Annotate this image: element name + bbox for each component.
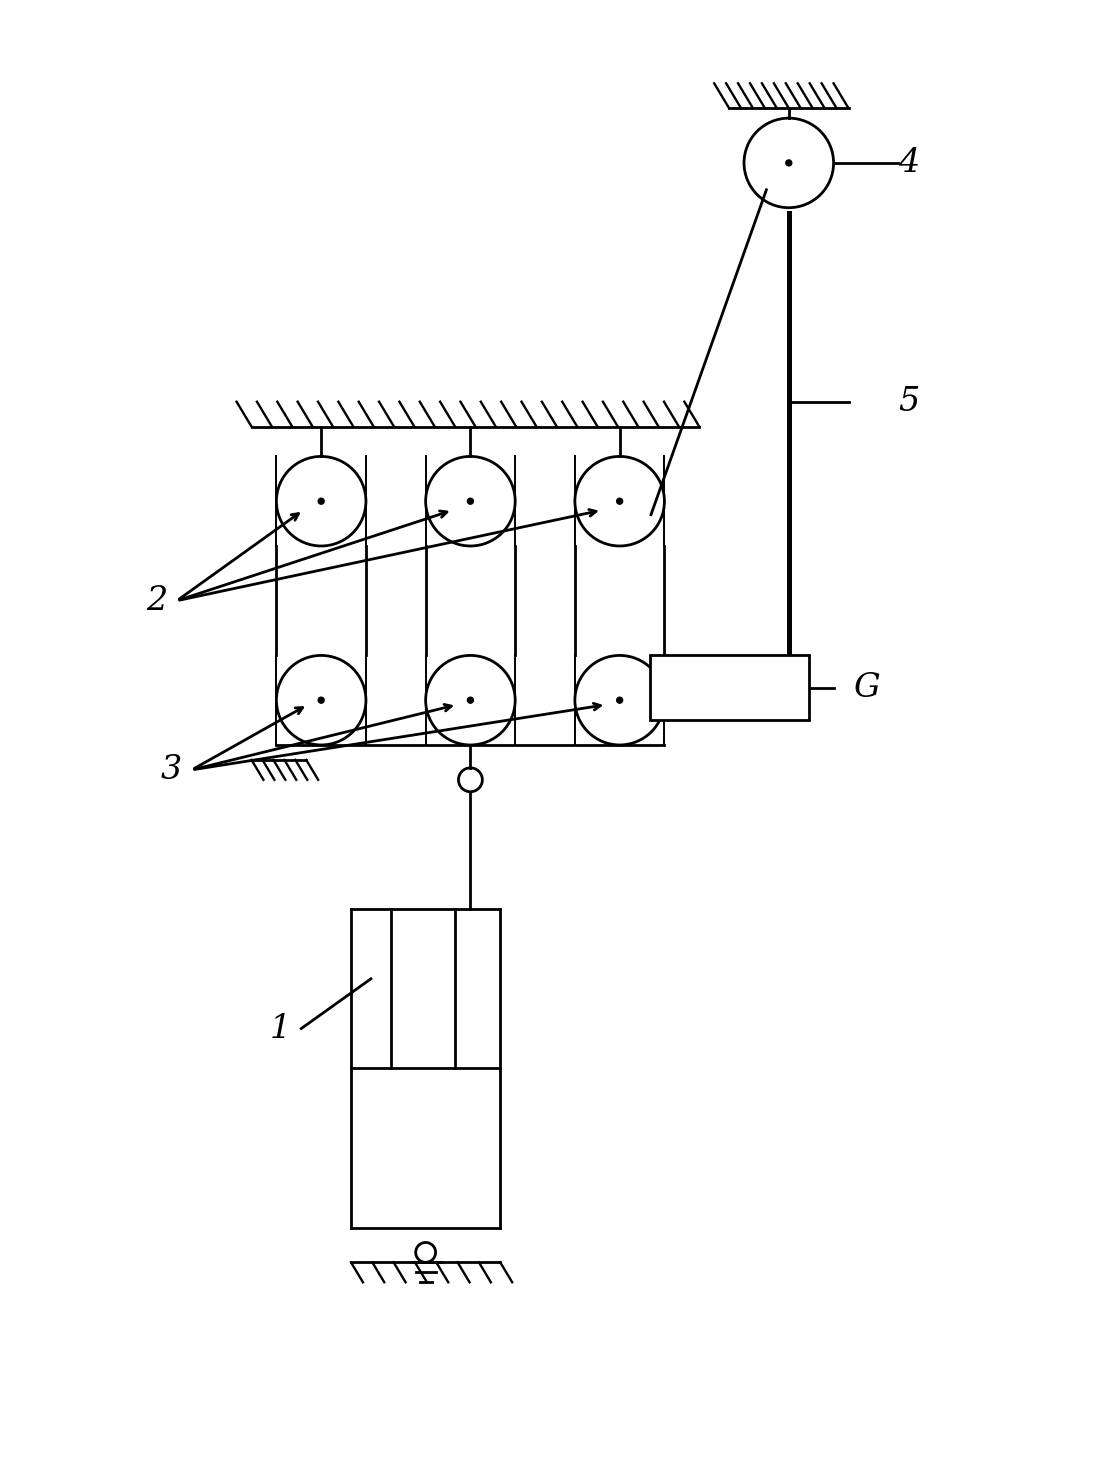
- Circle shape: [617, 697, 623, 703]
- Circle shape: [786, 160, 792, 166]
- Text: 5: 5: [899, 386, 920, 417]
- Text: 2: 2: [146, 585, 167, 617]
- Circle shape: [467, 697, 474, 703]
- Text: 1: 1: [270, 1012, 291, 1045]
- Circle shape: [318, 499, 325, 505]
- Circle shape: [467, 499, 474, 505]
- Circle shape: [617, 499, 623, 505]
- Text: 3: 3: [160, 753, 182, 786]
- FancyBboxPatch shape: [649, 656, 809, 721]
- Text: 4: 4: [899, 147, 920, 179]
- Text: G: G: [853, 672, 880, 704]
- Circle shape: [318, 697, 325, 703]
